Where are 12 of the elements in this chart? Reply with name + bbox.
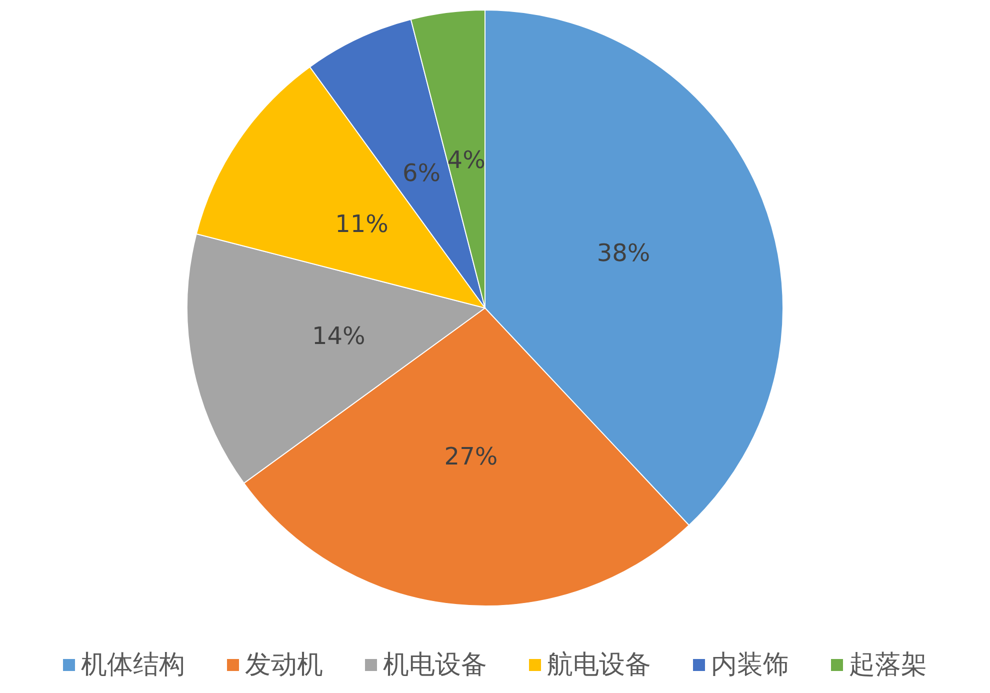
data-label: 14% — [312, 322, 366, 350]
legend-label: 航电设备 — [547, 650, 651, 680]
data-label: 4% — [447, 146, 486, 174]
legend-label: 机电设备 — [383, 650, 487, 680]
data-label: 27% — [444, 442, 498, 470]
legend-label: 机体结构 — [81, 650, 185, 680]
data-label: 11% — [335, 210, 388, 238]
legend-label: 发动机 — [245, 650, 323, 680]
data-label: 6% — [402, 159, 441, 188]
data-label: 38% — [596, 239, 650, 268]
legend-label: 起落架 — [849, 650, 927, 680]
legend-label: 内装饰 — [711, 650, 789, 680]
